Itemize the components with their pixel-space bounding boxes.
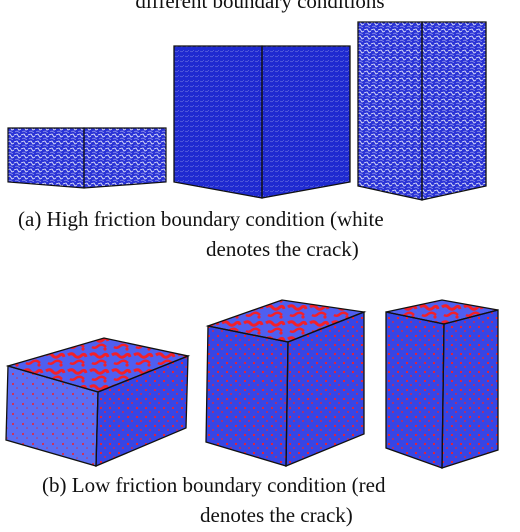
caption-b-line1: (b) Low friction boundary condition (red: [42, 473, 386, 497]
panel-a-specimen-cube: [173, 45, 351, 199]
panel-a-specimen-tall: [357, 21, 487, 201]
panel-b-specimen-tall: [385, 299, 499, 469]
caption-b-line2: denotes the crack): [200, 503, 353, 527]
figure-heading-fragment: different boundary conditions: [135, 0, 385, 13]
caption-a-line1: (a) High friction boundary condition (wh…: [18, 207, 384, 231]
panel-b-specimen-cube: [205, 299, 367, 467]
panel-a-specimen-flat: [7, 127, 167, 189]
panel-b-specimen-flat: [5, 337, 191, 467]
caption-a-line2: denotes the crack): [206, 237, 359, 261]
